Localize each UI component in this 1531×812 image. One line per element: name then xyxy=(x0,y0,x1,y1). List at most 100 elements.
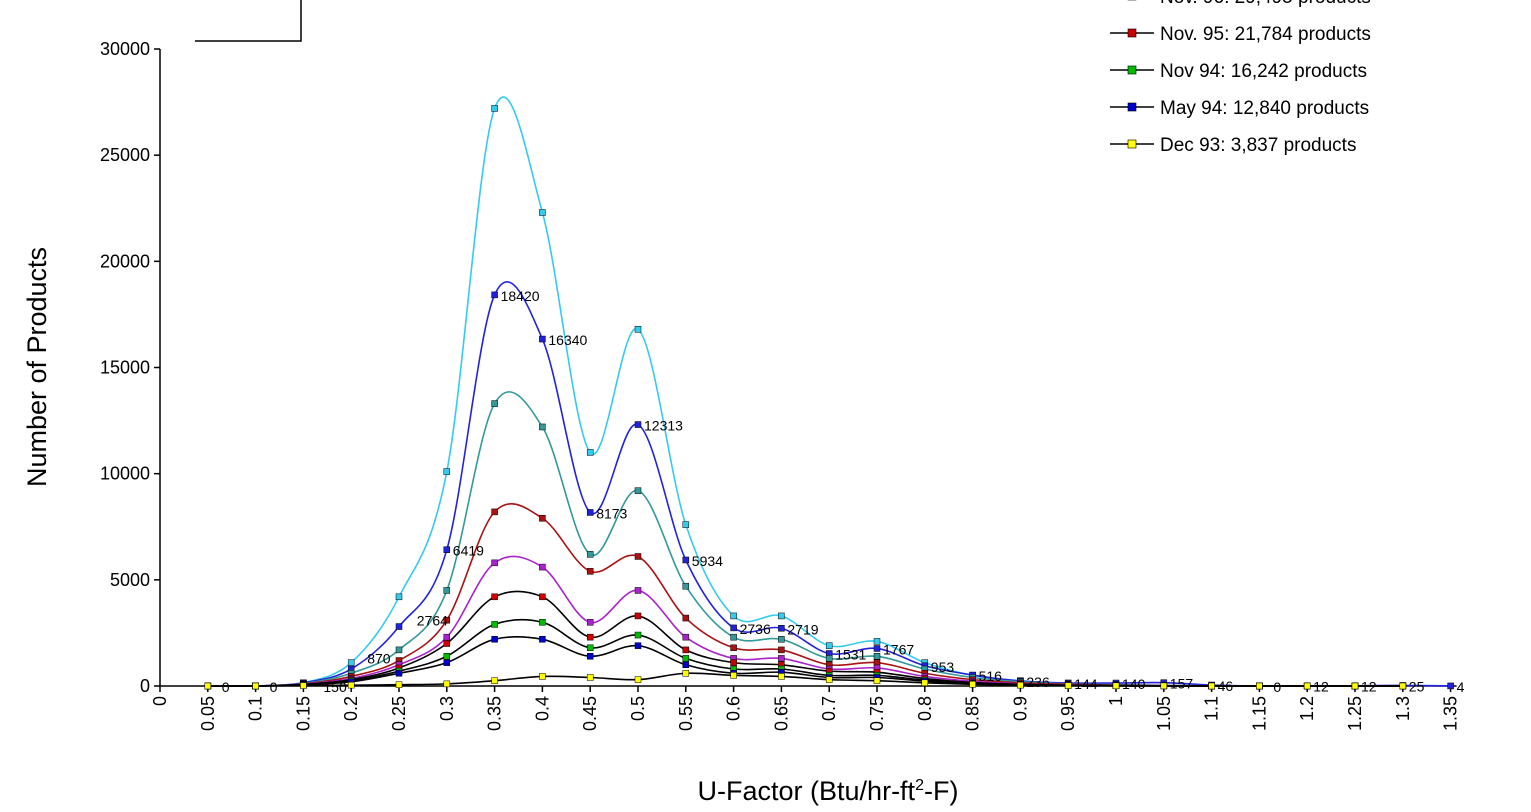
data-point xyxy=(778,612,785,620)
legend-entry: Nov. 96: 29,495 products xyxy=(1127,0,1371,8)
data-labels-layer: 0 0 150 870 6419 2764 18420 16340 8173 12313 5934 2… xyxy=(222,288,1465,695)
data-point xyxy=(443,468,451,475)
data-point xyxy=(491,559,498,567)
data-point xyxy=(825,642,833,649)
data-point xyxy=(778,673,785,680)
data-point xyxy=(586,619,594,626)
legend-label: Nov 94: 16,242 products xyxy=(1160,61,1367,82)
data-label: 953 xyxy=(931,659,955,675)
data-point xyxy=(682,646,690,654)
data-point xyxy=(730,672,737,679)
data-point xyxy=(634,642,642,649)
data-point xyxy=(1303,682,1311,690)
data-label: 16340 xyxy=(548,332,587,348)
x-tick-label: 0.6 xyxy=(724,696,744,721)
data-point xyxy=(443,616,451,624)
data-label: 144 xyxy=(1074,676,1098,692)
y-tick-label: 20000 xyxy=(100,251,150,271)
frame-fragment xyxy=(195,0,302,42)
data-label: 236 xyxy=(1026,674,1050,690)
data-point xyxy=(539,593,546,601)
data-point xyxy=(634,326,642,333)
data-point xyxy=(825,676,833,683)
x-tick-label: 0.75 xyxy=(867,696,887,731)
data-label: 0 xyxy=(222,679,230,695)
y-tick-label: 5000 xyxy=(110,570,150,590)
x-tick-label: 1.25 xyxy=(1345,696,1365,731)
legend-entry: May 94: 12,840 products xyxy=(1110,98,1369,119)
data-point xyxy=(634,676,642,683)
data-point xyxy=(682,556,690,564)
data-point xyxy=(586,644,594,652)
data-point xyxy=(395,646,403,654)
y-tick-label: 25000 xyxy=(100,145,150,165)
data-label: 18420 xyxy=(501,288,540,304)
x-tick-label: 0.55 xyxy=(676,696,696,731)
data-point xyxy=(491,593,498,601)
x-tick-label: 0.3 xyxy=(437,696,457,721)
data-point xyxy=(969,681,976,688)
data-point xyxy=(873,638,881,645)
x-tick-label: 0.5 xyxy=(628,696,648,721)
data-point xyxy=(778,646,785,654)
data-label: 157 xyxy=(1170,676,1194,692)
data-point xyxy=(252,682,259,690)
data-point xyxy=(586,551,594,558)
data-point xyxy=(921,679,929,687)
data-point xyxy=(730,624,737,632)
data-label: 5934 xyxy=(692,553,723,569)
data-point xyxy=(491,291,498,299)
data-label: 25 xyxy=(1409,678,1425,694)
series-line xyxy=(207,672,1403,687)
data-label: 516 xyxy=(979,668,1003,684)
data-point xyxy=(634,487,642,494)
x-tick-label: 0 xyxy=(150,696,170,706)
data-point xyxy=(1399,682,1407,690)
series-9 xyxy=(204,670,1407,690)
data-point xyxy=(682,633,690,641)
data-point xyxy=(730,633,737,641)
data-point xyxy=(1112,682,1120,690)
data-point xyxy=(491,400,498,407)
data-point xyxy=(443,653,451,660)
series-layer xyxy=(204,96,1454,690)
data-label: 870 xyxy=(367,651,391,667)
data-label: 46 xyxy=(1218,678,1234,694)
data-point xyxy=(1256,682,1263,690)
data-point xyxy=(873,645,881,652)
data-label: 6419 xyxy=(453,543,484,559)
data-point xyxy=(1208,682,1215,690)
data-point xyxy=(539,209,546,216)
data-point xyxy=(586,568,594,575)
data-point xyxy=(730,659,737,666)
x-tick-label: 0.25 xyxy=(389,696,409,731)
data-point xyxy=(1017,681,1024,689)
legend: Nov. 96: 29,495 products Nov. 95: 21,784 … xyxy=(1110,0,1371,156)
data-point xyxy=(443,680,451,688)
x-tick-label: 0.9 xyxy=(1010,696,1030,721)
data-point xyxy=(682,661,690,669)
data-label: 140 xyxy=(1122,676,1146,692)
data-point xyxy=(539,563,546,571)
data-label: 2719 xyxy=(787,621,818,637)
data-point xyxy=(586,674,594,681)
legend-entry: Dec 93: 3,837 products xyxy=(1110,135,1356,156)
legend-label: Dec 93: 3,837 products xyxy=(1160,135,1356,156)
data-point xyxy=(634,587,642,594)
data-point xyxy=(778,636,785,643)
data-point xyxy=(586,509,594,516)
data-point xyxy=(539,673,546,680)
data-point xyxy=(539,515,546,522)
data-point xyxy=(586,633,594,641)
data-point xyxy=(586,653,594,660)
data-point xyxy=(491,105,498,112)
data-point xyxy=(778,625,785,632)
x-tick-label: 1.05 xyxy=(1154,696,1174,731)
data-point xyxy=(443,633,451,641)
data-point xyxy=(443,659,451,666)
data-point xyxy=(682,521,690,528)
x-tick-label: 1 xyxy=(1106,696,1126,706)
data-point xyxy=(682,655,690,662)
